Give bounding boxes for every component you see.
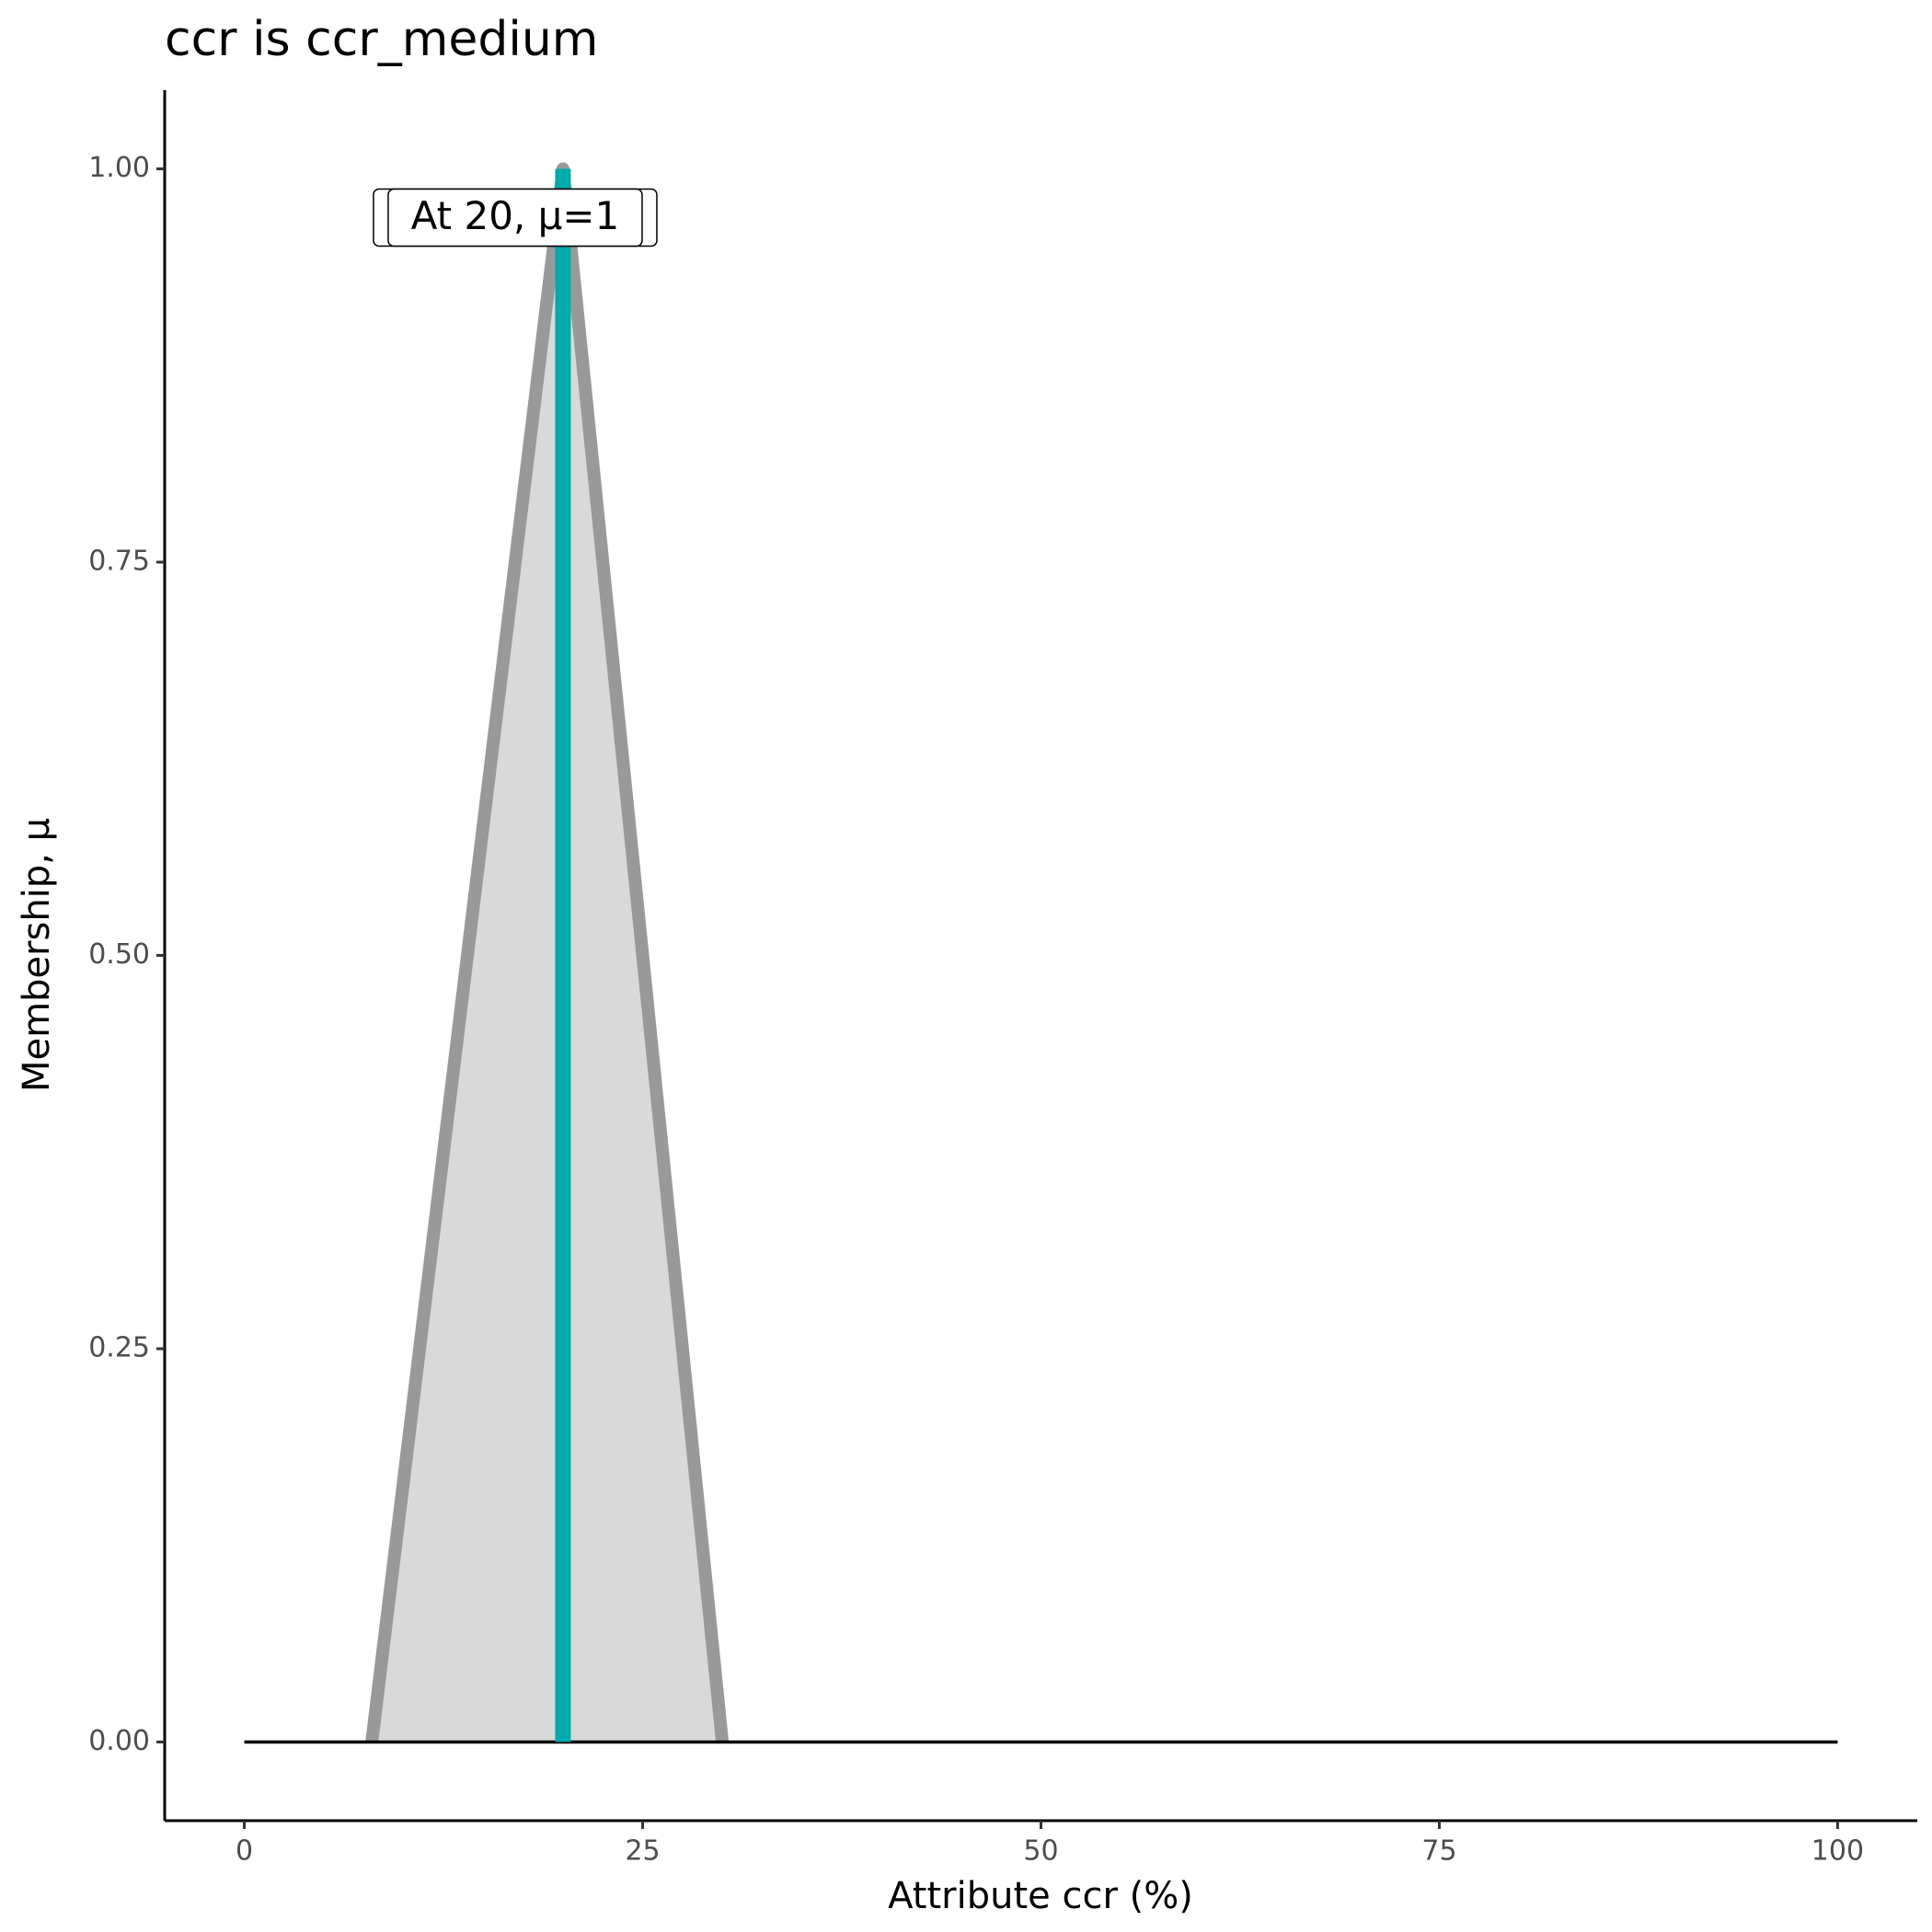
label-box-inner	[387, 188, 643, 247]
x-tick-label: 50	[1023, 1835, 1058, 1868]
y-tick-label: 0.50	[88, 938, 150, 971]
y-tick-label: 0.00	[88, 1725, 150, 1757]
highlight-label: At 20, μ=1	[411, 193, 620, 238]
membership-area	[372, 168, 723, 1742]
chart-title: ccr is ccr_medium	[165, 12, 598, 67]
y-tick-label: 0.25	[88, 1332, 150, 1364]
y-tick-label: 1.00	[88, 152, 150, 184]
x-tick-label: 0	[236, 1835, 253, 1868]
x-tick-label: 100	[1811, 1835, 1864, 1868]
y-axis-label: Membership, μ	[16, 818, 58, 1092]
y-tick-label: 0.75	[88, 546, 150, 578]
x-tick-label: 75	[1421, 1835, 1456, 1868]
x-axis-label: Attribute ccr (%)	[888, 1875, 1193, 1917]
x-tick-label: 25	[625, 1835, 660, 1868]
